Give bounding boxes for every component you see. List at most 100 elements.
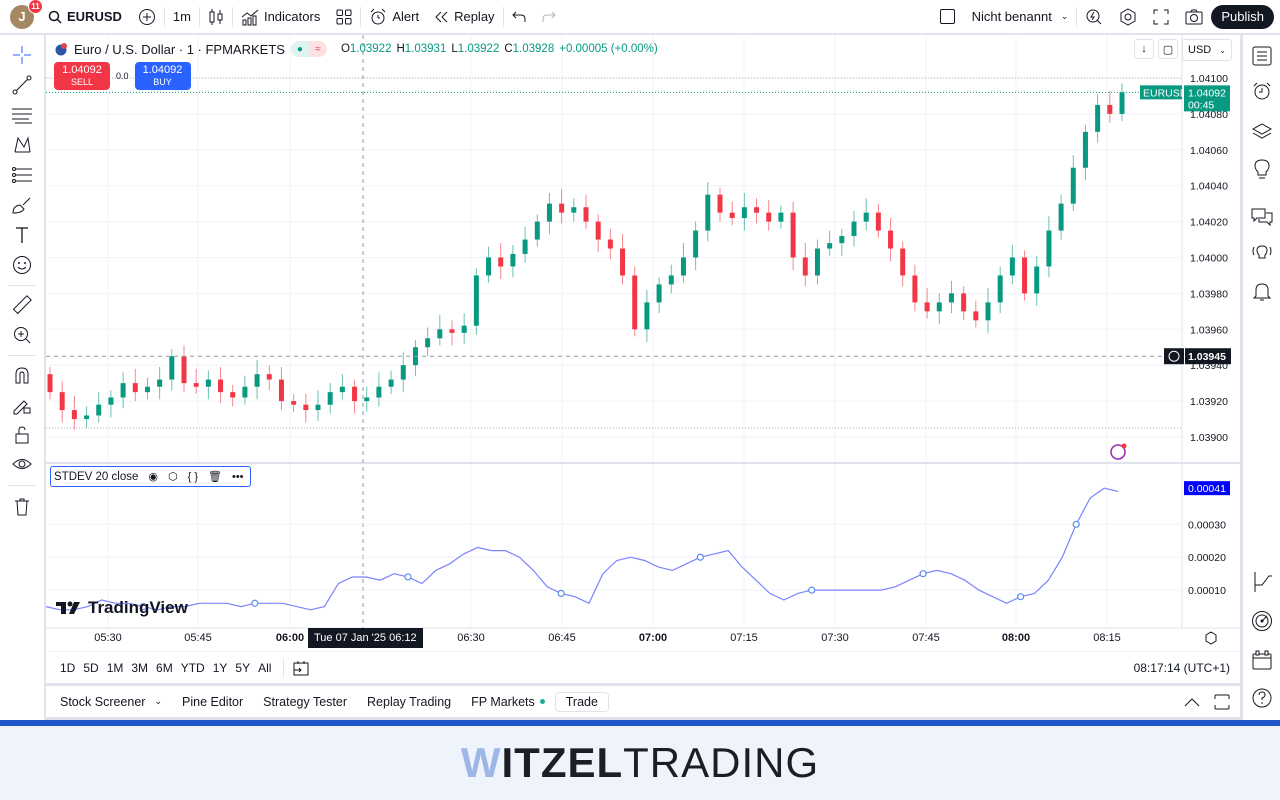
fib-retracement-icon — [12, 167, 32, 183]
delete-tool[interactable] — [10, 495, 34, 519]
unlock-icon — [15, 426, 29, 444]
crosshair-tool[interactable] — [10, 43, 34, 67]
time-tick: 08:15 — [1093, 632, 1121, 644]
zoom-in-tool[interactable] — [10, 323, 34, 347]
brush-icon — [12, 197, 31, 214]
interval-button[interactable]: 1m — [172, 9, 191, 24]
dom-button[interactable] — [1250, 570, 1274, 594]
more-icon[interactable]: ••• — [231, 470, 244, 483]
publish-button[interactable]: Publish — [1211, 4, 1274, 29]
bell-icon — [1252, 283, 1272, 301]
streams-button[interactable] — [1250, 241, 1274, 265]
xabcd-pattern-icon — [14, 136, 31, 153]
svg-text:0.00041: 0.00041 — [1188, 483, 1226, 495]
emoji-tool[interactable] — [10, 253, 34, 277]
range-5y[interactable]: 5Y — [235, 660, 251, 675]
pattern-tool[interactable] — [10, 133, 34, 157]
layouts-button[interactable] — [328, 0, 360, 33]
chart-pane[interactable]: 1.04100 1.04080 1.04060 1.04040 1.04020 1.040… — [46, 35, 1240, 683]
help-button[interactable] — [1250, 686, 1274, 710]
brush-tool[interactable] — [10, 193, 34, 217]
horizontal-lines-tool[interactable] — [10, 103, 34, 127]
quick-search-icon — [1086, 9, 1102, 24]
tab-replay-trading[interactable]: Replay Trading — [367, 694, 452, 709]
widget-bar — [1243, 35, 1280, 720]
ideas-button[interactable] — [1250, 157, 1274, 181]
lock-drawings-tool[interactable] — [10, 393, 34, 417]
tab-stock-screener[interactable]: Stock Screener ⌄ — [60, 694, 163, 709]
time-axis[interactable]: 08:15 08:00 07:45 07:30 07:15 07:00 06:45 06:30… — [46, 628, 1240, 650]
screenshot-button[interactable] — [1177, 0, 1211, 33]
lock-all-tool[interactable] — [10, 423, 34, 447]
sell-button[interactable]: 1.04092 SELL — [54, 62, 110, 90]
range-1y[interactable]: 1Y — [212, 660, 228, 675]
plus-circle-icon — [138, 8, 155, 25]
alerts-button[interactable] — [1250, 79, 1274, 103]
measure-tool[interactable] — [10, 293, 34, 317]
range-1m[interactable]: 1M — [106, 660, 124, 675]
market-status[interactable]: ● ≈ — [290, 41, 327, 57]
trend-line-tool[interactable] — [10, 73, 34, 97]
price-chart-canvas[interactable]: 1.04100 1.04080 1.04060 1.04040 1.04020 1.040… — [46, 35, 1240, 683]
scroll-to-latest-button[interactable]: ↓ — [1134, 39, 1154, 59]
range-5d[interactable]: 5D — [83, 660, 99, 675]
range-ytd[interactable]: YTD — [180, 660, 205, 675]
hotlists-button[interactable] — [1250, 609, 1274, 633]
maximize-icon: ▢ — [1162, 43, 1174, 56]
tab-pine-editor[interactable]: Pine Editor — [182, 694, 244, 709]
svg-text:1.04100: 1.04100 — [1190, 73, 1228, 85]
quick-search-button[interactable] — [1077, 0, 1111, 33]
notification-badge: 11 — [28, 0, 43, 14]
time-tick: 07:30 — [821, 632, 849, 644]
stdev-indicator-legend[interactable]: STDEV 20 close ◉ ⬡ { } 🗑︎ ••• — [50, 466, 251, 487]
range-all[interactable]: All — [258, 660, 272, 675]
trash-icon[interactable]: 🗑︎ — [208, 471, 222, 483]
broadcast-bulb-icon — [1252, 245, 1272, 259]
chevron-down-icon: ⌄ — [154, 696, 163, 706]
layout-name-button[interactable]: Nicht benannt ⌄ — [932, 0, 1077, 33]
undo-button[interactable] — [504, 0, 534, 33]
source-code-icon[interactable]: { } — [187, 470, 198, 483]
settings-button[interactable] — [1111, 0, 1145, 33]
indicators-button[interactable]: Indicators — [233, 0, 328, 33]
symbol-search-button[interactable]: EURUSD — [40, 0, 130, 33]
text-tool[interactable] — [10, 223, 34, 247]
calendar-button[interactable] — [1250, 648, 1274, 672]
maximize-panel-icon[interactable] — [1214, 694, 1230, 710]
settings-icon[interactable]: ⬡ — [167, 471, 178, 483]
hide-tool[interactable] — [10, 453, 34, 477]
user-avatar[interactable]: J 11 — [10, 0, 43, 29]
replay-button[interactable]: Replay — [427, 0, 502, 33]
time-tick: 08:00 — [1001, 632, 1031, 644]
magnet-tool[interactable] — [10, 363, 34, 387]
redo-button[interactable] — [534, 0, 564, 33]
fib-tool[interactable] — [10, 163, 34, 187]
compare-symbol-button[interactable] — [130, 0, 164, 33]
currency-select[interactable]: USD ⌄ — [1182, 39, 1232, 61]
range-1d[interactable]: 1D — [60, 660, 76, 675]
tab-strategy-tester[interactable]: Strategy Tester — [263, 694, 348, 709]
watchlist-button[interactable] — [1250, 44, 1274, 68]
fullscreen-button[interactable] — [1145, 0, 1177, 33]
chats-button[interactable] — [1250, 205, 1274, 229]
notifications-button[interactable] — [1250, 279, 1274, 303]
range-6m[interactable]: 6M — [156, 660, 173, 675]
range-3m[interactable]: 3M — [131, 660, 149, 675]
list-icon — [1252, 46, 1272, 66]
alert-button[interactable]: Alert — [361, 0, 427, 33]
object-tree-button[interactable] — [1250, 119, 1274, 143]
go-to-date-icon[interactable] — [292, 659, 310, 677]
chart-type-button[interactable] — [200, 0, 232, 33]
tab-trade[interactable]: Trade — [554, 691, 609, 712]
eye-icon[interactable]: ◉ — [148, 471, 158, 483]
chevron-up-icon[interactable] — [1184, 697, 1200, 707]
horizontal-lines-icon — [12, 108, 32, 124]
maximize-pane-button[interactable]: ▢ — [1158, 39, 1178, 59]
symbol-title[interactable]: Euro / U.S. Dollar · 1 · FPMARKETS — [74, 41, 285, 57]
alarm-clock-icon — [1253, 82, 1271, 100]
tab-fp-markets[interactable]: FP Markets — [461, 695, 555, 709]
chevron-down-icon: ⌄ — [1060, 11, 1069, 21]
svg-text:1.04040: 1.04040 — [1190, 181, 1228, 193]
buy-button[interactable]: 1.04092 BUY — [134, 62, 191, 90]
clock-timezone[interactable]: 08:17:14 (UTC+1) — [1133, 660, 1230, 675]
